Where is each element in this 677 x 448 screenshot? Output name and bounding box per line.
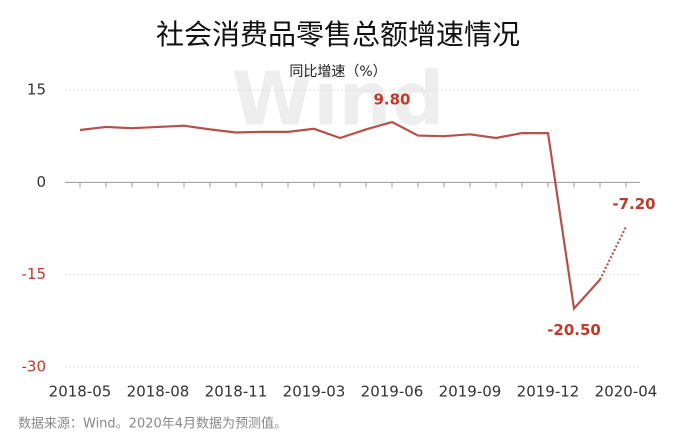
y-tick-label: -30 [22, 358, 47, 376]
x-tick-label: 2019-06 [361, 383, 424, 401]
x-tick-label: 2019-09 [439, 383, 502, 401]
data-line [79, 120, 601, 311]
subtitle: 同比增速（%） [289, 64, 386, 80]
x-tick-label: 2018-05 [49, 383, 112, 401]
x-tick-label: 2019-03 [283, 383, 346, 401]
x-tick-label: 2019-12 [517, 383, 580, 401]
value-label: -7.20 [612, 195, 655, 213]
x-tick-label: 2018-11 [205, 383, 268, 401]
data-line [599, 226, 627, 281]
value-label: -20.50 [547, 321, 601, 339]
watermark: Wind [232, 57, 445, 143]
y-tick-label: 0 [36, 173, 46, 191]
x-tick-label: 2018-08 [127, 383, 190, 401]
y-tick-label: -15 [22, 265, 47, 283]
footnote: 数据来源：Wind。2020年4月数据为预测值。 [18, 416, 287, 432]
chart-title: 社会消费品零售总额增速情况 [156, 18, 520, 51]
value-label: 9.80 [373, 91, 410, 109]
y-tick-label: 15 [27, 81, 46, 99]
x-tick-label: 2020-04 [595, 383, 658, 401]
